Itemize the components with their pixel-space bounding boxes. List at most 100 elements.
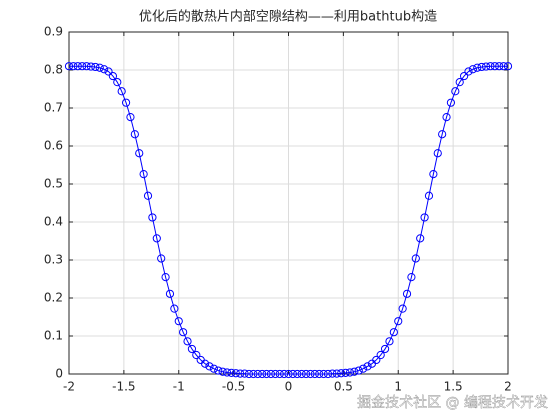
data-point — [380, 344, 390, 354]
data-point — [218, 367, 227, 376]
data-point — [354, 366, 363, 375]
data-point — [359, 364, 368, 373]
data-point — [236, 369, 245, 378]
x-tick-label: 1.5 — [444, 380, 463, 394]
data-point — [152, 234, 161, 243]
x-tick-label: 1 — [394, 380, 402, 394]
data-point — [161, 273, 170, 282]
data-point — [183, 337, 192, 346]
data-point — [271, 369, 280, 379]
data-point — [231, 369, 240, 378]
data-point — [209, 364, 218, 373]
data-point — [126, 113, 135, 122]
data-point — [91, 62, 100, 72]
data-point — [100, 65, 109, 74]
data-point — [284, 369, 293, 379]
data-point — [306, 369, 315, 379]
data-point — [460, 71, 469, 81]
data-point — [121, 98, 131, 107]
data-point — [108, 71, 118, 81]
data-point — [139, 170, 148, 179]
data-point — [416, 234, 425, 243]
data-point — [389, 328, 398, 337]
data-point — [143, 191, 153, 200]
y-tick-label: 0.1 — [44, 329, 63, 343]
y-tick-label: 0.4 — [44, 215, 63, 229]
data-point — [73, 62, 82, 71]
data-point — [249, 369, 258, 379]
data-point — [503, 62, 513, 71]
data-point — [253, 369, 262, 379]
data-point — [187, 344, 197, 354]
data-point — [179, 328, 188, 337]
data-point — [104, 67, 113, 76]
data-point — [446, 98, 456, 107]
data-point — [95, 63, 104, 72]
data-point — [205, 362, 214, 371]
data-point — [86, 62, 96, 71]
data-point — [266, 369, 276, 379]
data-point — [468, 65, 477, 74]
data-point — [214, 366, 223, 375]
data-point — [262, 369, 271, 379]
data-point — [442, 113, 451, 122]
data-point — [341, 368, 350, 377]
x-tick-label: -0.5 — [222, 380, 245, 394]
x-tick-label: 0 — [285, 380, 293, 394]
data-point — [301, 369, 311, 379]
data-point — [82, 62, 91, 71]
data-point — [157, 254, 166, 263]
data-point — [328, 369, 337, 378]
data-point — [464, 67, 473, 76]
data-point — [490, 62, 499, 71]
data-point — [407, 273, 416, 282]
data-point — [64, 62, 74, 71]
data-point — [310, 369, 319, 379]
data-point — [323, 369, 333, 379]
data-point — [411, 254, 420, 263]
y-tick-label: 0.8 — [44, 63, 63, 77]
data-point — [297, 369, 306, 379]
data-line — [69, 65, 508, 375]
data-point — [481, 62, 491, 71]
x-tick-label: -2 — [63, 380, 75, 394]
x-tick-label: -1.5 — [112, 380, 135, 394]
x-tick-label: 2 — [504, 380, 512, 394]
data-point — [319, 369, 328, 379]
data-point — [372, 355, 381, 365]
data-point — [424, 191, 434, 200]
data-point — [350, 367, 359, 376]
data-point — [165, 289, 175, 298]
data-point — [130, 130, 139, 139]
data-point — [477, 62, 486, 72]
data-point — [473, 63, 482, 72]
data-point — [394, 317, 403, 326]
data-point — [385, 337, 394, 346]
x-tick-label: -1 — [173, 380, 185, 394]
data-point — [258, 369, 267, 379]
data-point — [69, 62, 78, 71]
data-point — [117, 87, 126, 96]
data-point — [376, 350, 385, 360]
data-point — [244, 369, 254, 379]
data-point — [455, 78, 464, 87]
y-tick-label: 0.7 — [44, 101, 63, 115]
data-point — [438, 130, 447, 139]
watermark: 掘金技术社区 @ 编程技术开发 — [357, 395, 548, 411]
y-tick-label: 0.6 — [44, 139, 63, 153]
data-point — [222, 368, 232, 377]
data-point — [499, 62, 508, 71]
data-point — [135, 149, 144, 158]
y-tick-label: 0.3 — [44, 253, 63, 267]
data-point — [345, 368, 355, 377]
data-point — [78, 62, 87, 71]
data-point — [227, 368, 236, 377]
data-point — [402, 289, 412, 298]
data-point — [398, 304, 407, 313]
chart-title: 优化后的散热片内部空隙结构——利用bathtub构造 — [139, 9, 437, 25]
data-point — [332, 369, 341, 378]
data-point — [451, 87, 460, 96]
data-point — [293, 369, 302, 379]
data-point — [113, 78, 122, 87]
data-point — [315, 369, 324, 379]
